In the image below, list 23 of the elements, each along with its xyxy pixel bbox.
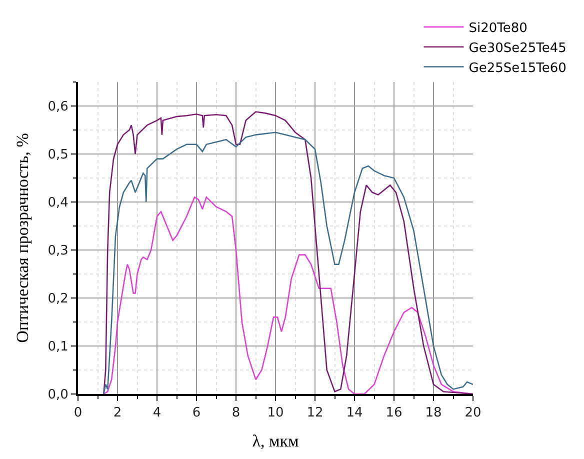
x-tick-label: 12	[306, 406, 324, 421]
x-tick-label: 8	[232, 406, 240, 421]
x-tick-label: 14	[346, 406, 363, 421]
x-tick-label: 6	[192, 406, 201, 421]
x-tick-label: 10	[267, 406, 284, 421]
x-tick-label: 0	[74, 406, 82, 421]
y-tick-label: 0,4	[48, 196, 68, 211]
legend-label: Si20Te80	[468, 21, 528, 36]
x-tick-label: 4	[152, 406, 162, 421]
x-tick-label: 18	[425, 406, 442, 421]
x-axis-title: λ, мкм	[252, 432, 299, 450]
y-tick-label: 0,1	[48, 340, 68, 355]
y-tick-label: 0,3	[48, 244, 68, 259]
y-tick-label: 0,2	[48, 292, 68, 307]
y-tick-label: 0,5	[48, 148, 68, 163]
x-tick-label: 2	[113, 406, 122, 421]
x-tick-label: 16	[386, 406, 402, 421]
legend-label: Ge25Se15Te60	[468, 60, 566, 76]
x-tick-label: 20	[464, 406, 482, 421]
y-axis-title: Оптическая прозрачность, %	[12, 133, 32, 343]
y-tick-label: 0,0	[48, 388, 68, 403]
y-tick-label: 0,6	[48, 100, 68, 115]
legend-label: Ge30Se25Te45	[468, 40, 566, 56]
